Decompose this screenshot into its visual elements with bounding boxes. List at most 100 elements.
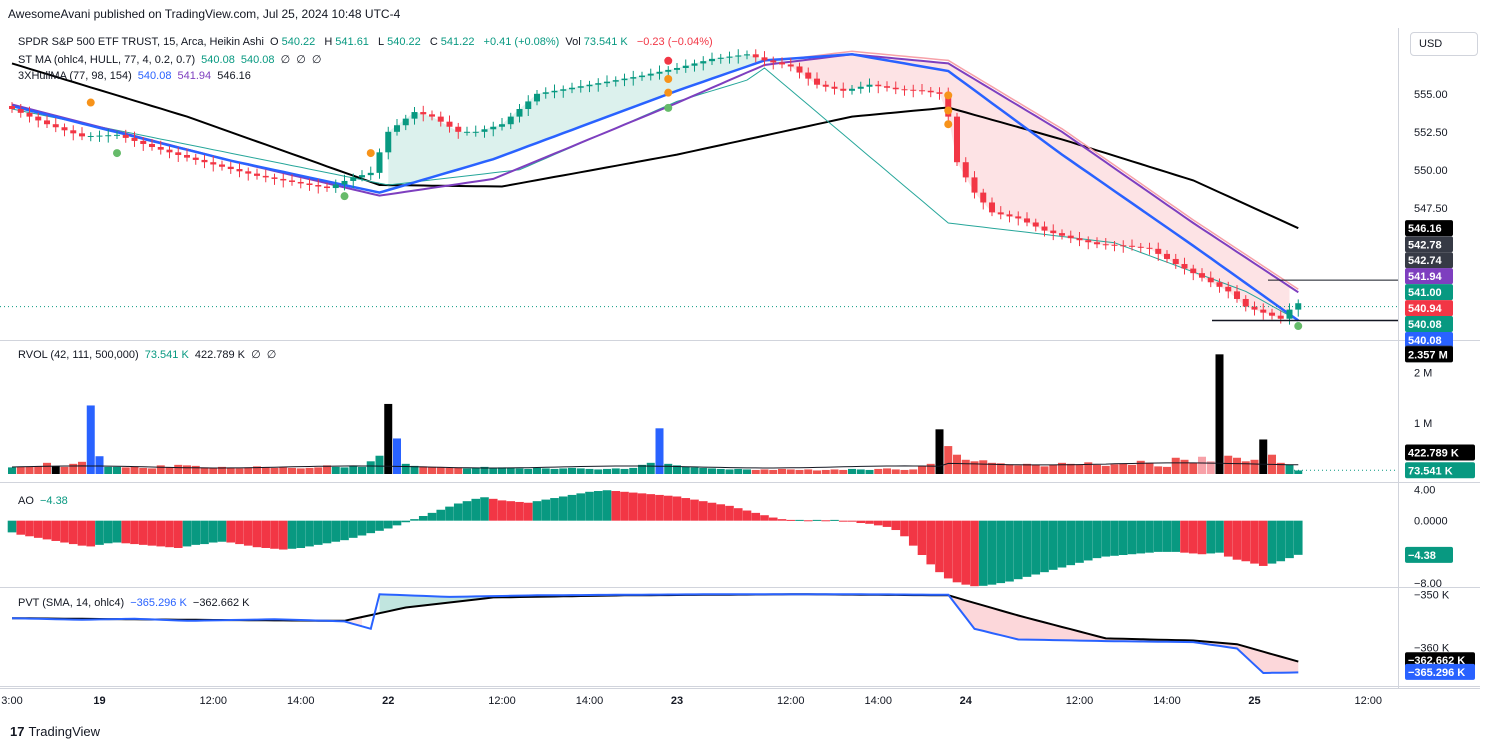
ao-bar bbox=[865, 520, 874, 524]
candle-body bbox=[822, 84, 829, 87]
currency-selector[interactable]: USD bbox=[1410, 32, 1478, 56]
candle-body bbox=[1155, 248, 1162, 254]
rvol-bar bbox=[209, 467, 218, 474]
stma-value-2: 540.08 bbox=[240, 54, 275, 66]
pvt-legend[interactable]: PVT (SMA, 14, ohlc4) −365.296 K −362.662… bbox=[18, 597, 252, 609]
candle-body bbox=[52, 124, 59, 128]
rvol-bar bbox=[865, 469, 874, 474]
rvol-bar bbox=[1049, 464, 1058, 474]
ao-bar bbox=[777, 519, 787, 521]
candle-body bbox=[219, 164, 225, 167]
rvol-bar bbox=[620, 468, 629, 474]
ao-axis-tick-label: −8.00 bbox=[1414, 578, 1442, 590]
ao-legend[interactable]: AO −4.38 bbox=[18, 495, 71, 507]
rvol-legend[interactable]: RVOL (42, 111, 500,000) 73.541 K 422.789… bbox=[18, 348, 279, 361]
ao-bar bbox=[112, 520, 122, 543]
rvol-bar bbox=[1023, 463, 1031, 474]
candle-body bbox=[201, 159, 208, 163]
rvol-bar bbox=[585, 468, 594, 474]
rvol-bar bbox=[1110, 464, 1119, 474]
time-axis-tick-label: 3:00 bbox=[1, 695, 22, 707]
rvol-bar bbox=[174, 464, 183, 474]
rvol-bar bbox=[988, 462, 996, 474]
ao-bar bbox=[340, 520, 349, 541]
pvt-line bbox=[11, 593, 1299, 675]
candle-body bbox=[604, 81, 610, 84]
hull-value-2: 541.94 bbox=[177, 70, 212, 82]
ao-axis-label: −4.38 bbox=[1405, 546, 1453, 563]
rvol-bar bbox=[778, 468, 786, 474]
rvol-bar bbox=[926, 463, 935, 474]
stma-value-5: ∅ bbox=[311, 54, 322, 66]
rvol-average-line bbox=[11, 462, 1299, 469]
candle-body bbox=[385, 131, 392, 153]
candle-body bbox=[551, 90, 558, 93]
time-axis-tick-label: 12:00 bbox=[199, 695, 227, 707]
ao-bar bbox=[663, 495, 673, 521]
ao-bar bbox=[515, 501, 524, 521]
rvol-bar bbox=[1241, 461, 1250, 474]
candle-body bbox=[332, 184, 339, 189]
time-axis-tick-label: 14:00 bbox=[287, 695, 315, 707]
candle-body bbox=[175, 152, 182, 155]
rvol-bar bbox=[69, 463, 78, 474]
ao-bar bbox=[821, 520, 831, 522]
rvol-bar bbox=[1163, 466, 1171, 474]
price-axis-label: 542.78 bbox=[1405, 236, 1453, 253]
candle-body bbox=[919, 90, 925, 92]
ao-bar bbox=[707, 502, 717, 521]
rvol-bar bbox=[769, 469, 778, 474]
candle-body bbox=[717, 57, 724, 59]
rvol-bar bbox=[655, 428, 664, 474]
signal-dot-buy bbox=[1294, 322, 1303, 331]
price-axis-label-text: 540.08 bbox=[1408, 319, 1442, 331]
ao-bar bbox=[243, 520, 253, 546]
candle-body bbox=[997, 212, 1004, 215]
pvt-title: PVT (SMA, 14, ohlc4) bbox=[18, 597, 125, 609]
candle-body bbox=[647, 73, 654, 76]
stma-line bbox=[11, 67, 1299, 321]
ao-bar bbox=[970, 520, 979, 587]
ao-bar bbox=[287, 520, 297, 549]
signal-dot-sell bbox=[664, 88, 673, 97]
candle-body bbox=[787, 64, 794, 67]
rvol-bar bbox=[961, 459, 970, 474]
rvol-bar bbox=[664, 463, 673, 474]
ao-bar bbox=[497, 500, 507, 521]
rvol-bar bbox=[366, 461, 375, 474]
pvt-axis-tick-label: −350 K bbox=[1414, 589, 1450, 601]
price-axis-tick-label: 550.00 bbox=[1414, 165, 1448, 177]
ao-bar bbox=[16, 520, 26, 535]
candle-body bbox=[184, 154, 190, 158]
rvol-bar bbox=[340, 467, 349, 474]
ao-bar bbox=[410, 519, 419, 521]
price-axis-label-bg bbox=[1405, 284, 1453, 301]
ao-bar bbox=[77, 520, 87, 546]
rvol-bar bbox=[8, 467, 16, 474]
ao-axis-label-bg bbox=[1405, 546, 1453, 563]
candle-body bbox=[122, 134, 129, 138]
stma-legend[interactable]: ST MA (ohlc4, HULL, 77, 4, 0.2, 0.7) 540… bbox=[18, 53, 325, 66]
hull-legend[interactable]: 3XHullMA (77, 98, 154) 540.08 541.94 546… bbox=[18, 70, 254, 82]
candle-body bbox=[157, 147, 164, 150]
ao-bar bbox=[1215, 520, 1224, 553]
ao-bar bbox=[847, 520, 857, 522]
candle-body bbox=[901, 89, 908, 91]
ao-bar bbox=[147, 520, 157, 546]
ao-bar bbox=[488, 498, 498, 521]
ao-bar bbox=[366, 520, 376, 534]
candle-body bbox=[814, 78, 820, 85]
candle-body bbox=[499, 124, 505, 127]
ao-bar bbox=[978, 520, 988, 586]
candle-body bbox=[516, 109, 523, 117]
ao-bar bbox=[900, 520, 909, 537]
candle-body bbox=[306, 183, 313, 185]
ao-bar bbox=[1180, 520, 1189, 553]
candle-body bbox=[1059, 233, 1065, 236]
ao-bar bbox=[138, 520, 148, 545]
candle-body bbox=[1085, 240, 1092, 243]
candle-body bbox=[420, 112, 427, 115]
symbol-title[interactable]: SPDR S&P 500 ETF TRUST, 15, Arca, Heikin… bbox=[18, 36, 264, 48]
candle-body bbox=[595, 83, 602, 85]
